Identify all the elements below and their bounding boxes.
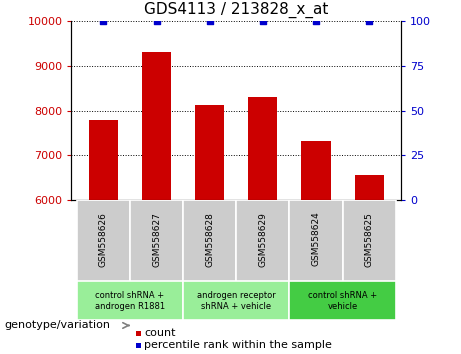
Text: GSM558626: GSM558626: [99, 212, 108, 267]
Point: [312, 18, 319, 24]
Bar: [89, 120, 118, 200]
Point: [366, 18, 373, 24]
Text: percentile rank within the sample: percentile rank within the sample: [144, 340, 332, 350]
Point: [206, 18, 213, 24]
Text: control shRNA +
vehicle: control shRNA + vehicle: [308, 291, 377, 310]
Text: genotype/variation: genotype/variation: [4, 320, 110, 331]
Text: androgen receptor
shRNA + vehicle: androgen receptor shRNA + vehicle: [197, 291, 276, 310]
Bar: [183, 200, 236, 281]
Bar: [248, 97, 278, 200]
Bar: [142, 52, 171, 200]
Title: GDS4113 / 213828_x_at: GDS4113 / 213828_x_at: [144, 2, 328, 18]
Text: GSM558627: GSM558627: [152, 212, 161, 267]
Bar: [290, 200, 343, 281]
Bar: [343, 200, 396, 281]
Point: [259, 18, 266, 24]
Point: [100, 18, 107, 24]
Bar: [77, 281, 183, 320]
Bar: [136, 343, 141, 348]
Bar: [130, 200, 183, 281]
Point: [153, 18, 160, 24]
Bar: [355, 175, 384, 200]
Text: GSM558625: GSM558625: [365, 212, 374, 267]
Bar: [195, 105, 225, 200]
Text: control shRNA +
androgen R1881: control shRNA + androgen R1881: [95, 291, 165, 310]
Bar: [77, 200, 130, 281]
Bar: [236, 200, 290, 281]
Text: GSM558628: GSM558628: [205, 212, 214, 267]
Text: GSM558629: GSM558629: [258, 212, 267, 267]
Bar: [136, 331, 141, 336]
Bar: [301, 141, 331, 200]
Text: count: count: [144, 328, 176, 338]
Bar: [183, 281, 290, 320]
Bar: [290, 281, 396, 320]
Text: GSM558624: GSM558624: [312, 212, 320, 267]
